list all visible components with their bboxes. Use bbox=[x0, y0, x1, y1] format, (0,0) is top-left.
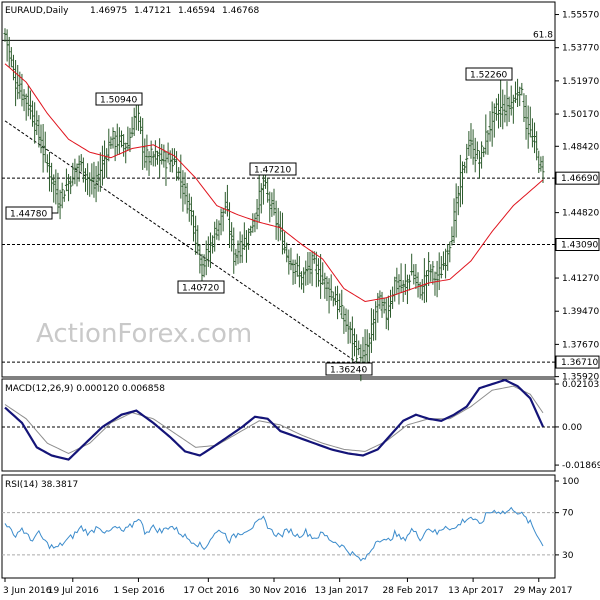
x-tick-label: 1 Sep 2016 bbox=[113, 586, 165, 596]
rsi-line bbox=[4, 506, 544, 562]
header-symbol: EURAUD,Daily bbox=[5, 6, 69, 16]
macd-title: MACD(12,26,9) 0.000120 0.006858 bbox=[5, 384, 165, 394]
annotation-box bbox=[249, 162, 297, 176]
price-y-tick-label: 1.51970 bbox=[562, 77, 599, 87]
price-ohlc-bars bbox=[3, 28, 545, 382]
macd-y-tick-label: 0.021032 bbox=[562, 380, 600, 390]
price-panel-frame bbox=[1, 1, 556, 378]
annotation-label: 1.50940 bbox=[100, 96, 137, 106]
x-tick-label: 3 Jun 2016 bbox=[3, 586, 52, 596]
annotation-label: 1.52260 bbox=[470, 71, 507, 81]
price-y-tick-label: 1.55570 bbox=[562, 11, 599, 21]
price-level-label: 1.43090 bbox=[561, 241, 598, 251]
rsi-y-tick-label: 70 bbox=[562, 509, 574, 519]
price-y-tick-label: 1.41270 bbox=[562, 274, 599, 284]
header-low: 1.46594 bbox=[178, 6, 215, 16]
annotation-box bbox=[465, 67, 513, 81]
price-level-box bbox=[555, 171, 600, 185]
annotation-box bbox=[325, 362, 373, 376]
header-open: 1.46975 bbox=[90, 6, 127, 16]
annotation-label: 1.40720 bbox=[182, 284, 219, 294]
header-high: 1.47121 bbox=[134, 6, 171, 16]
macd-main-line bbox=[4, 378, 545, 461]
price-annotation: 1.50940 bbox=[95, 92, 143, 106]
price-level-label: 1.46690 bbox=[561, 174, 598, 184]
annotation-label: 1.36240 bbox=[330, 366, 367, 376]
macd-panel-frame bbox=[1, 378, 556, 472]
price-trendline bbox=[4, 120, 362, 366]
price-y-tick-label: 1.50170 bbox=[562, 110, 599, 120]
annotation-box bbox=[177, 280, 225, 294]
fib-level-label: 61.8 bbox=[533, 30, 553, 40]
rsi-y-tick-label: 100 bbox=[562, 477, 579, 487]
price-y-tick-label: 1.37670 bbox=[562, 340, 599, 350]
annotation-box bbox=[95, 92, 143, 106]
rsi-panel-frame bbox=[1, 474, 556, 579]
x-tick-label: 29 May 2017 bbox=[514, 586, 573, 596]
x-tick-label: 17 Oct 2016 bbox=[183, 586, 239, 596]
price-level-label: 1.36710 bbox=[561, 358, 598, 368]
price-level-box bbox=[555, 355, 600, 369]
x-tick-label: 13 Jan 2017 bbox=[315, 586, 369, 596]
price-annotations: 1.50940 1.44780 1.47210 1.40720 1.52260 1.362… bbox=[5, 67, 513, 376]
x-tick-label: 19 Jul 2016 bbox=[48, 586, 99, 596]
price-y-tick-label: 1.39470 bbox=[562, 307, 599, 317]
rsi-y-axis: 100 70 30 bbox=[2, 477, 579, 561]
price-annotation: 1.40720 bbox=[177, 280, 225, 294]
price-header: EURAUD,Daily 1.46975 1.47121 1.46594 1.4… bbox=[5, 6, 259, 16]
price-annotation: 1.36240 bbox=[325, 362, 373, 376]
macd-lines bbox=[4, 378, 545, 461]
price-y-tick-label: 1.44820 bbox=[562, 209, 599, 219]
x-tick-label: 30 Nov 2016 bbox=[249, 586, 307, 596]
price-y-tick-label: 1.48420 bbox=[562, 142, 599, 152]
price-y-tick-label: 1.53770 bbox=[562, 44, 599, 54]
rsi-y-tick-label: 30 bbox=[562, 551, 574, 561]
x-tick-label: 13 Apr 2017 bbox=[448, 586, 504, 596]
annotation-label: 1.47210 bbox=[254, 166, 291, 176]
header-close: 1.46768 bbox=[222, 6, 259, 16]
rsi-title: RSI(14) 38.3817 bbox=[5, 480, 78, 490]
price-level-box bbox=[555, 238, 600, 252]
price-annotation: 1.44780 bbox=[5, 206, 59, 220]
falling-trendline bbox=[4, 120, 362, 366]
watermark: ActionForex.com bbox=[36, 319, 252, 349]
price-moving-average bbox=[4, 63, 544, 302]
macd-y-tick-label: -0.018699 bbox=[562, 461, 600, 471]
price-annotation: 1.52260 bbox=[465, 67, 513, 81]
macd-y-tick-label: 0.00 bbox=[562, 423, 582, 433]
price-y-tick-label: 1.35920 bbox=[562, 373, 599, 383]
x-tick-label: 28 Feb 2017 bbox=[382, 586, 438, 596]
moving-average-line bbox=[4, 63, 544, 302]
rsi-lines bbox=[4, 506, 544, 562]
price-annotation: 1.47210 bbox=[249, 162, 297, 176]
macd-y-axis: 0.021032 0.00 -0.018699 bbox=[2, 380, 600, 471]
annotation-label: 1.44780 bbox=[10, 210, 47, 220]
